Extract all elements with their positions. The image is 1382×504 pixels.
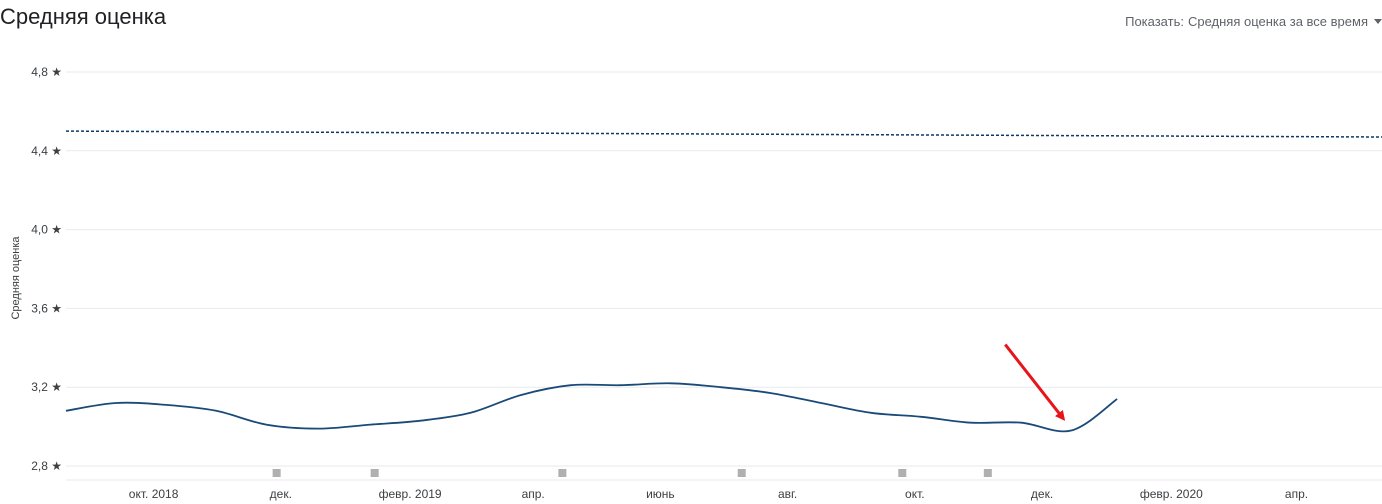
x-tick-label: апр. — [522, 487, 545, 501]
x-tick-label: июнь — [646, 487, 675, 501]
show-label: Показать: — [1125, 14, 1184, 29]
show-period-dropdown[interactable]: Показать: Средняя оценка за все время — [1125, 14, 1382, 29]
page-title: Средняя оценка — [0, 4, 167, 29]
event-marker — [898, 469, 907, 477]
event-marker — [737, 469, 746, 477]
x-axis-ticks: окт. 2018 дек. февр. 2019 апр. июнь авг. окт. д… — [129, 487, 1308, 501]
annotation-arrow — [1004, 343, 1066, 421]
event-marker — [558, 469, 567, 477]
x-tick-label: дек. — [270, 487, 292, 501]
x-tick-label: апр. — [1285, 487, 1308, 501]
x-tick-label: окт. — [905, 487, 925, 501]
y-axis-ticks: 4,8 ★ 4,4 ★ 4,0 ★ 3,6 ★ 3,2 ★ 2,8 ★ — [31, 65, 62, 473]
gridlines — [66, 71, 1382, 481]
x-tick-label: февр. 2020 — [1140, 487, 1203, 501]
chevron-down-icon — [1374, 19, 1382, 24]
series-line-average-rating — [65, 382, 1118, 433]
y-tick-label: 4,4 ★ — [31, 144, 62, 158]
event-markers — [272, 469, 992, 477]
all-time-average-line — [65, 130, 1382, 138]
y-axis-label: Средняя оценка — [10, 236, 22, 320]
show-value: Средняя оценка за все время — [1187, 14, 1368, 29]
x-tick-label: авг. — [778, 487, 797, 501]
x-tick-label: февр. 2019 — [379, 487, 442, 501]
event-marker — [370, 469, 379, 477]
event-marker — [983, 469, 992, 477]
x-tick-label: окт. 2018 — [129, 487, 179, 501]
y-tick-label: 2,8 ★ — [31, 459, 62, 473]
x-tick-label: дек. — [1031, 487, 1053, 501]
y-tick-label: 4,0 ★ — [31, 223, 62, 237]
y-tick-label: 4,8 ★ — [31, 65, 62, 79]
event-marker — [272, 469, 281, 477]
y-tick-label: 3,2 ★ — [31, 380, 62, 394]
y-tick-label: 3,6 ★ — [31, 301, 62, 315]
